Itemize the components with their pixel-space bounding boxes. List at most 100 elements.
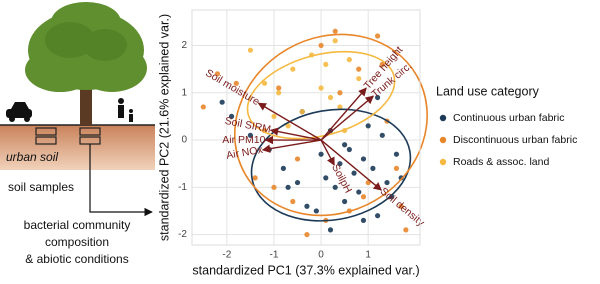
x-axis-label: standardized PC1 (37.3% explained var.)	[192, 263, 419, 277]
legend-swatch	[439, 158, 447, 166]
data-point	[346, 146, 352, 153]
car-icon	[6, 102, 32, 122]
data-point	[370, 165, 376, 172]
legend-swatch	[439, 136, 447, 144]
step-text: bacterial community	[24, 218, 131, 232]
data-point	[299, 109, 305, 115]
y-tick-label: 1	[181, 87, 187, 98]
data-point	[365, 123, 371, 129]
data-point	[276, 90, 282, 96]
legend-label: Roads & assoc. land	[453, 156, 549, 168]
data-point	[356, 75, 362, 82]
data-point	[271, 184, 277, 190]
step-text: & abiotic conditions	[25, 252, 128, 266]
data-point	[398, 203, 404, 209]
data-point	[276, 85, 282, 91]
data-point	[214, 71, 221, 77]
data-point	[398, 175, 404, 181]
biplot: -2 -1 0 1 -2 -1 0 1 2 standardized PC1 (37.3% exp…	[157, 9, 577, 277]
loading-arrow	[320, 139, 383, 191]
data-point	[247, 47, 254, 53]
data-point	[356, 66, 362, 72]
y-tick-label: 0	[181, 135, 187, 146]
data-point	[342, 198, 348, 205]
data-point	[375, 213, 381, 219]
x-tick-label: -1	[270, 250, 279, 261]
data-point	[271, 113, 277, 119]
loading-arrow	[257, 102, 322, 141]
data-point	[379, 61, 385, 67]
data-point	[233, 80, 239, 86]
y-tick-label: -1	[178, 182, 187, 193]
x-tick-label: 1	[365, 250, 371, 261]
data-point	[285, 184, 291, 190]
sample-boxes	[35, 127, 101, 145]
data-point	[294, 179, 301, 186]
panel-border	[191, 9, 421, 246]
data-point	[323, 175, 329, 181]
data-point	[313, 208, 319, 214]
tree-trunk	[80, 85, 92, 125]
data-point	[360, 156, 367, 162]
y-axis-label: standardized PC2 (21.6% explained var.)	[157, 14, 171, 241]
legend-title: Land use category	[436, 84, 540, 98]
legend-swatch	[439, 114, 447, 122]
data-point	[379, 132, 385, 138]
step-text: composition	[45, 235, 109, 249]
data-point	[247, 132, 254, 138]
data-point	[337, 90, 343, 96]
data-point	[304, 231, 310, 238]
data-point	[360, 194, 367, 200]
data-point	[375, 94, 381, 101]
loading-arrow	[269, 127, 322, 141]
data-point	[327, 94, 334, 101]
soil-layer	[0, 125, 155, 170]
data-point	[261, 80, 268, 86]
data-point	[290, 66, 296, 72]
x-tick-label: -2	[222, 250, 231, 261]
data-point	[365, 179, 371, 186]
flow-arrow	[89, 144, 153, 217]
data-point	[375, 33, 381, 39]
data-point	[323, 61, 329, 67]
loading-label: Air PM10	[222, 134, 265, 146]
data-point	[337, 161, 343, 167]
illustration: urban soil soil samples bacterial commun…	[0, 2, 155, 266]
legend-label: Continuous urban fabric	[453, 112, 565, 124]
data-point	[304, 203, 310, 209]
loading-arrow	[320, 87, 367, 141]
data-point	[318, 151, 324, 157]
data-point	[384, 179, 390, 186]
legend-label: Discontinuous urban fabric	[453, 134, 577, 146]
y-tick-label: 2	[181, 40, 187, 51]
data-point	[280, 165, 286, 172]
data-point	[346, 57, 352, 63]
loading-arrow	[261, 139, 322, 153]
soil-label: urban soil	[6, 150, 58, 164]
data-point	[290, 198, 296, 205]
data-point	[252, 175, 258, 181]
data-point	[294, 156, 301, 162]
loading-arrow	[320, 95, 375, 141]
person-icon	[118, 98, 133, 122]
data-point	[403, 227, 409, 233]
data-point	[332, 28, 338, 34]
data-point	[351, 170, 357, 176]
data-point	[393, 165, 400, 172]
y-tick-label: -2	[178, 229, 187, 240]
data-point	[342, 142, 348, 148]
data-point	[332, 38, 338, 44]
loading-arrow	[320, 139, 335, 166]
data-point	[393, 151, 400, 157]
data-point	[360, 217, 367, 224]
data-point	[318, 85, 324, 91]
data-point	[200, 104, 206, 110]
confidence-ellipse	[246, 50, 396, 140]
data-point	[318, 42, 324, 49]
data-point	[356, 189, 362, 195]
x-tick-label: 0	[318, 250, 324, 261]
data-point	[228, 113, 235, 119]
data-point	[285, 123, 291, 129]
step-text: soil samples	[8, 180, 74, 194]
